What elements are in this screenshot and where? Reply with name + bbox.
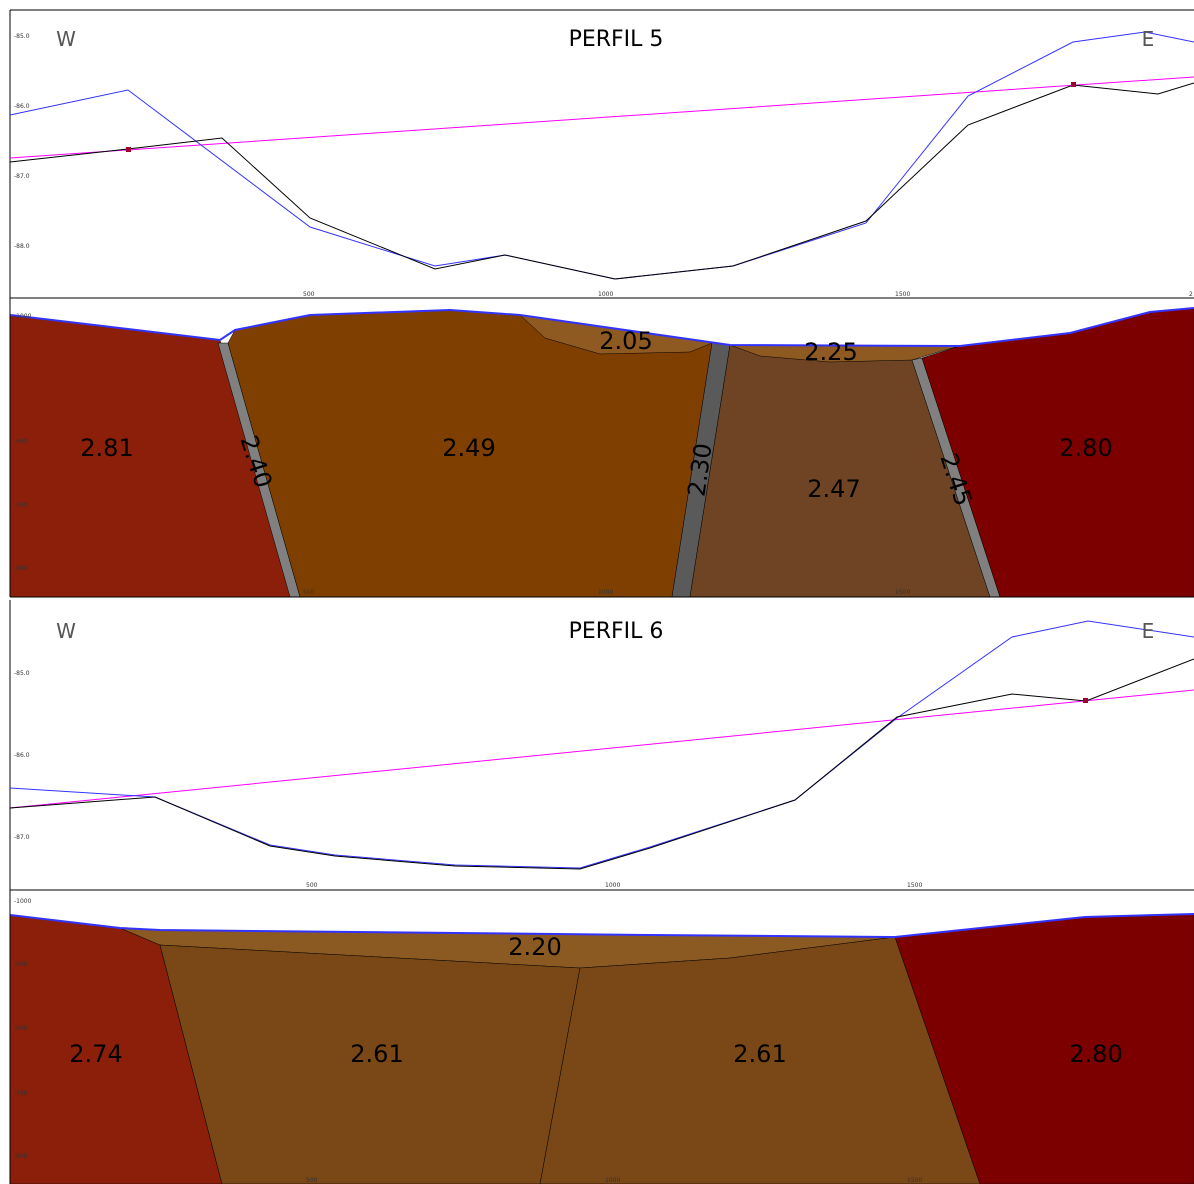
profile-title: PERFIL 6 bbox=[569, 619, 664, 644]
x-tick-label: 500 bbox=[303, 589, 315, 596]
y-tick-label: -600 bbox=[14, 438, 28, 445]
profile-6-gravity: PERFIL 6 W E -85.0 -86.0 -87.0 500 1000 … bbox=[9, 600, 1194, 891]
x-tick-label: 1000 bbox=[598, 291, 613, 298]
station-marker bbox=[126, 147, 131, 152]
profile-5-gravity: PERFIL 5 W E -85.0 -86.0 -87.0 -88.0 500… bbox=[9, 9, 1194, 299]
y-tick-label: -700 bbox=[14, 1090, 28, 1097]
station-marker bbox=[1083, 698, 1088, 703]
y-tick-label: -700 bbox=[14, 502, 28, 509]
west-label: W bbox=[56, 27, 76, 51]
x-tick-label: 1000 bbox=[605, 882, 620, 889]
density-label: 2.05 bbox=[599, 327, 652, 355]
observed-curve bbox=[9, 658, 1194, 870]
profile-5-model: -1000 -600 -700 -800 500 1000 1500 2.81 … bbox=[9, 298, 1194, 598]
x-tick-label: 1000 bbox=[605, 1177, 620, 1184]
west-label: W bbox=[56, 619, 76, 643]
body bbox=[159, 944, 581, 1184]
x-tick-label: 1500 bbox=[907, 882, 922, 889]
y-tick-label: -1000 bbox=[14, 313, 32, 320]
station-marker bbox=[1071, 82, 1076, 87]
regional-line bbox=[9, 76, 1194, 159]
x-tick-label: 1500 bbox=[907, 1177, 922, 1184]
density-label: 2.74 bbox=[69, 1040, 122, 1068]
x-tick-label: 1000 bbox=[598, 589, 613, 596]
y-tick-label: -86.0 bbox=[14, 752, 30, 759]
east-label: E bbox=[1142, 619, 1155, 643]
y-tick-label: -85.0 bbox=[14, 670, 30, 677]
x-tick-label: 500 bbox=[303, 291, 315, 298]
profile-6-model: -1000 -600 -600 -700 -800 500 1000 1500 … bbox=[9, 890, 1194, 1184]
y-tick-label: -600 bbox=[14, 1025, 28, 1032]
density-label: 2.20 bbox=[508, 933, 561, 961]
profile-title: PERFIL 5 bbox=[569, 27, 664, 52]
x-tick-label: 1500 bbox=[895, 291, 910, 298]
density-label: 2.80 bbox=[1059, 434, 1112, 462]
topography bbox=[9, 307, 1194, 348]
y-tick-label: -600 bbox=[14, 961, 28, 968]
topography bbox=[9, 913, 1194, 939]
regional-line bbox=[9, 689, 1194, 809]
density-label: 2.61 bbox=[350, 1040, 403, 1068]
y-tick-label: -88.0 bbox=[14, 243, 30, 250]
x-tick-label: 500 bbox=[306, 1177, 318, 1184]
density-label: 2.49 bbox=[442, 434, 495, 462]
x-tick-label: 2 bbox=[1189, 291, 1193, 298]
density-label: 2.61 bbox=[733, 1040, 786, 1068]
y-tick-label: -87.0 bbox=[14, 173, 30, 180]
y-tick-label: -87.0 bbox=[14, 834, 30, 841]
east-label: E bbox=[1142, 27, 1155, 51]
x-tick-label: 500 bbox=[306, 882, 318, 889]
y-tick-label: -800 bbox=[14, 565, 28, 572]
density-label: 2.81 bbox=[80, 434, 133, 462]
y-tick-label: -1000 bbox=[14, 898, 32, 905]
density-label: 2.47 bbox=[807, 475, 860, 503]
density-label: 2.80 bbox=[1069, 1040, 1122, 1068]
y-tick-label: -86.0 bbox=[14, 103, 30, 110]
x-tick-label: 1500 bbox=[895, 589, 910, 596]
y-tick-label: -800 bbox=[14, 1153, 28, 1160]
density-label: 2.25 bbox=[804, 338, 857, 366]
calculated-curve bbox=[9, 620, 1194, 869]
y-tick-label: -85.0 bbox=[14, 33, 30, 40]
